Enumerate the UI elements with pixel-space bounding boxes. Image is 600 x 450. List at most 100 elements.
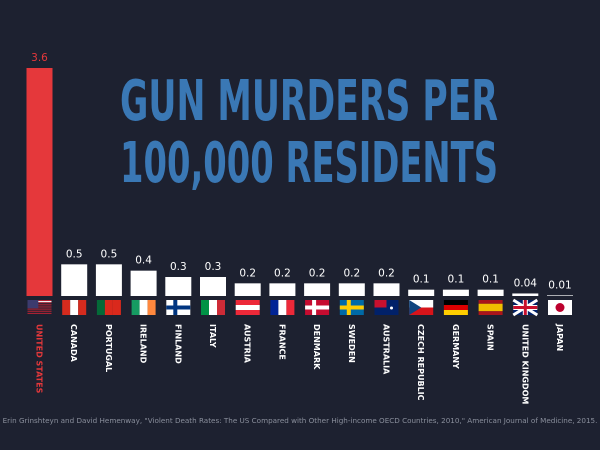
flag-icon [27,300,52,314]
bar [234,283,261,296]
value-label: 0.2 [239,267,256,279]
flag-part [555,303,565,312]
flag-part [443,300,468,305]
bar [269,283,296,296]
value-label: 3.6 [31,52,48,64]
value-label: 0.2 [343,267,360,279]
bar [408,289,435,296]
x-tick-label: UNITED STATES [35,324,44,394]
bar [373,283,400,296]
value-label: 0.4 [135,255,152,267]
chart-title: 100,000 RESIDENTS [120,131,498,196]
value-label: 0.5 [101,248,118,260]
value-label: 0.5 [66,248,83,260]
flag-icon [409,300,434,315]
flag-part [96,300,105,315]
x-tick-label: FRANCE [277,324,286,360]
flag-part [478,307,503,312]
x-tick-label: JAPAN [555,323,564,351]
flag-part [409,300,434,308]
flag-part [409,307,434,315]
flag-part [27,310,52,312]
flag-part [478,300,503,304]
value-label: 0.2 [274,267,291,279]
flag-part [70,300,79,315]
flag-part [27,302,52,304]
flag-part [27,312,52,314]
flag-icon [201,300,225,315]
x-tick-label: AUSTRALIA [382,324,391,375]
bar [512,293,539,296]
flag-part [104,300,113,315]
flag-part [62,300,71,315]
bar [165,277,192,296]
x-tick-label: DENMARK [312,324,321,370]
x-tick-label: GERMANY [451,324,460,369]
flag-part [166,305,191,310]
value-label: 0.2 [378,267,395,279]
flag-icon [235,300,260,315]
flag-icon [131,300,156,315]
flag-part [235,305,260,310]
flag-icon [305,300,330,315]
x-tick-label: SPAIN [486,324,495,351]
flag-part [443,305,468,310]
x-tick-label: FINLAND [173,324,182,364]
flag-part [27,300,39,309]
bar [547,295,573,296]
flag-icon [339,300,364,315]
x-tick-label: CANADA [69,324,78,363]
bar [130,270,157,296]
flag-part [112,300,121,315]
x-tick-label: CZECH REPUBLIC [416,324,425,401]
flag-icon [478,300,503,315]
value-label: 0.2 [309,267,326,279]
flag-part [27,306,52,308]
x-tick-label: ITALY [208,324,217,348]
flag-icon [62,300,87,315]
source-note: Erin Grinshteyn and David Hemenway, "Vio… [3,416,598,425]
bar [200,277,226,296]
value-label: 0.1 [448,274,465,286]
flag-icon [512,298,539,317]
x-tick-label: SWEDEN [347,324,356,363]
flag-icon [443,300,468,315]
flag-part [390,306,393,310]
flag-part [339,305,364,310]
flag-part [270,300,279,315]
value-label: 0.3 [205,261,222,273]
flag-part [217,300,225,315]
bar [304,283,331,296]
chart-title: GUN MURDERS PER [120,69,498,134]
bar [26,68,53,296]
flag-part [409,300,422,315]
flag-part [513,306,538,309]
flag-part [374,300,387,308]
bar [442,289,469,296]
flag-part [27,300,52,302]
value-label: 0.04 [514,277,538,289]
flag-part [286,300,295,315]
flag-part [27,308,52,310]
value-label: 0.3 [170,261,187,273]
x-tick-label: AUSTRIA [243,324,252,364]
x-tick-label: UNITED KINGDOM [520,324,529,404]
bar [338,283,365,296]
flag-part [478,303,503,308]
flag-part [478,311,503,315]
value-label: 0.1 [413,274,430,286]
flag-part [139,300,148,315]
flag-part [235,310,260,315]
bar [477,289,504,296]
x-tick-label: PORTUGAL [104,324,113,372]
flag-icon [96,300,121,315]
flag-part [278,300,287,315]
flag-icon [374,300,399,315]
flag-part [443,310,468,315]
flag-part [235,300,260,305]
flag-part [209,300,217,315]
bar [61,264,88,296]
x-tick-label: IRELAND [139,324,148,364]
value-label: 0.1 [482,274,499,286]
